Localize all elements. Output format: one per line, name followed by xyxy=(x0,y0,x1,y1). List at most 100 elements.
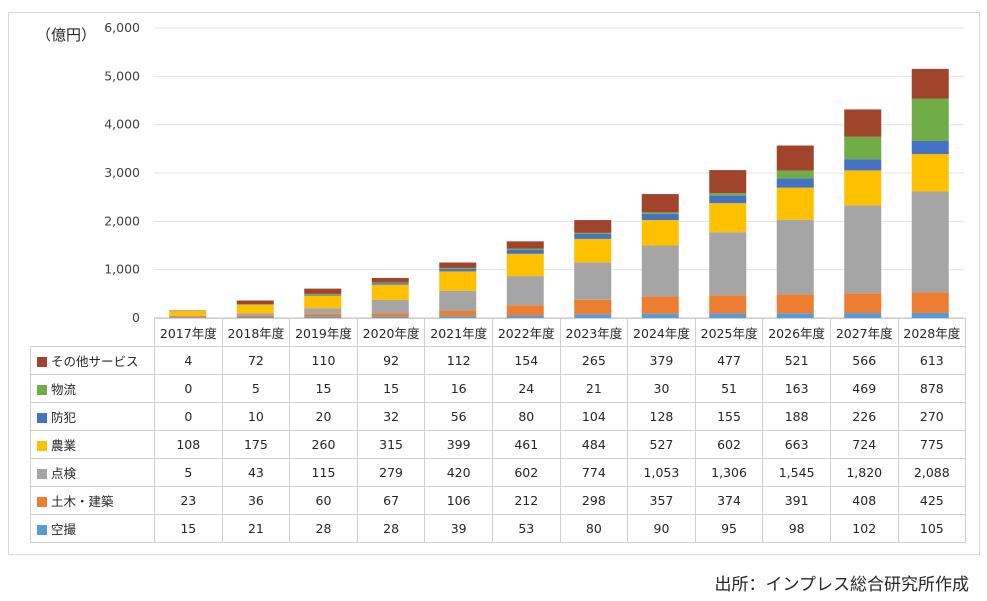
legend-entry: 土木・建築 xyxy=(30,486,155,515)
bar-segment xyxy=(844,313,882,318)
data-value: 613 xyxy=(897,346,967,375)
data-value: 106 xyxy=(424,486,493,515)
y-tick-label: 1,000 xyxy=(104,262,140,277)
bar-segment xyxy=(641,194,679,213)
legend-swatch xyxy=(37,469,47,479)
bar-segment xyxy=(506,253,544,277)
data-value: 5 xyxy=(221,374,291,403)
bar-segment xyxy=(506,315,544,318)
table-row: 空撮 15 21 28 28 39 53 80 90 95 98 102 105 xyxy=(30,514,967,543)
data-value: 663 xyxy=(762,430,831,459)
bar-segment xyxy=(169,310,207,312)
x-category-label: 2023年度 xyxy=(559,318,629,347)
data-value: 175 xyxy=(221,430,291,459)
bar-segment xyxy=(371,283,409,285)
bar-segment xyxy=(574,220,612,233)
series-name: その他サービス xyxy=(51,354,139,369)
bar-segment xyxy=(304,294,342,296)
bar-segment xyxy=(236,300,274,304)
bar-segment xyxy=(439,316,477,318)
series-name: 空撮 xyxy=(51,522,77,537)
data-value: 24 xyxy=(491,374,561,403)
x-category-label: 2020年度 xyxy=(356,318,426,347)
data-value: 374 xyxy=(694,486,764,515)
data-value: 391 xyxy=(762,486,831,515)
data-value: 260 xyxy=(289,430,358,459)
x-category-label: 2028年度 xyxy=(897,318,967,347)
series-name: 農業 xyxy=(51,438,77,453)
bar-segment xyxy=(641,213,679,221)
bar-segment xyxy=(371,316,409,318)
x-category-label: 2017年度 xyxy=(154,318,223,347)
bar-segment xyxy=(844,170,882,206)
bar-segment xyxy=(506,248,544,250)
bar-segment xyxy=(709,195,747,204)
data-value: 80 xyxy=(559,514,629,543)
data-value: 28 xyxy=(356,514,426,543)
data-value: 5 xyxy=(154,458,223,487)
bar-segment xyxy=(911,140,949,155)
data-value: 36 xyxy=(221,486,291,515)
series-name: 物流 xyxy=(51,382,77,397)
data-value: 484 xyxy=(559,430,629,459)
bar-segment xyxy=(371,299,409,314)
data-value: 527 xyxy=(627,430,696,459)
data-value: 1,306 xyxy=(694,458,764,487)
legend-swatch xyxy=(37,497,47,507)
x-category-label: 2024年度 xyxy=(627,318,696,347)
data-value: 72 xyxy=(221,346,291,375)
data-value: 53 xyxy=(491,514,561,543)
data-value: 461 xyxy=(491,430,561,459)
bar-segment xyxy=(911,154,949,192)
legend-entry: 空撮 xyxy=(30,514,155,543)
bar-segment xyxy=(911,312,949,318)
bar-segment xyxy=(641,220,679,246)
bar-segment xyxy=(911,191,949,293)
bar-segment xyxy=(574,238,612,263)
data-value: 15 xyxy=(356,374,426,403)
table-row: 物流 0 5 15 15 16 24 21 30 51 163 469 878 xyxy=(30,374,967,403)
y-tick-label: 2,000 xyxy=(104,213,140,228)
bar-segment xyxy=(506,241,544,249)
bar-segment xyxy=(776,294,814,314)
data-value: 298 xyxy=(559,486,629,515)
data-value: 4 xyxy=(154,346,223,375)
data-value: 104 xyxy=(559,402,629,431)
bar-segment xyxy=(304,293,342,295)
table-row: 点検 5 43 115 279 420 602 774 1,053 1,306 1,545 1,820… xyxy=(30,458,967,487)
data-value: 477 xyxy=(694,346,764,375)
data-value: 43 xyxy=(221,458,291,487)
data-value: 0 xyxy=(154,374,223,403)
data-value: 80 xyxy=(491,402,561,431)
table-row: 農業 108 175 260 315 399 461 484 527 602 663 724 775 xyxy=(30,430,967,459)
bar-segment xyxy=(304,313,342,317)
bar-segment xyxy=(304,308,342,314)
data-value: 20 xyxy=(289,402,358,431)
bar-segment xyxy=(506,305,544,316)
data-value: 60 xyxy=(289,486,358,515)
data-value: 112 xyxy=(424,346,493,375)
bar-segment xyxy=(709,295,747,314)
bar-segment xyxy=(776,178,814,188)
data-value: 724 xyxy=(829,430,899,459)
bar-segment xyxy=(641,313,679,318)
data-value: 102 xyxy=(829,514,899,543)
data-value: 2,088 xyxy=(897,458,967,487)
bar-segment xyxy=(709,203,747,233)
bar-segment xyxy=(844,205,882,294)
bar-segment xyxy=(236,303,274,305)
legend-swatch xyxy=(37,413,47,423)
bar-segment xyxy=(371,282,409,284)
data-value: 408 xyxy=(829,486,899,515)
bar-segment xyxy=(371,277,409,283)
legend-swatch xyxy=(37,385,47,395)
bar-segment xyxy=(169,317,207,318)
data-value: 90 xyxy=(627,514,696,543)
bar-segment xyxy=(169,316,207,318)
legend-entry: 農業 xyxy=(30,430,155,459)
data-value: 188 xyxy=(762,402,831,431)
bar-segment xyxy=(709,313,747,318)
data-value: 15 xyxy=(154,514,223,543)
series-name: 点検 xyxy=(51,466,77,481)
